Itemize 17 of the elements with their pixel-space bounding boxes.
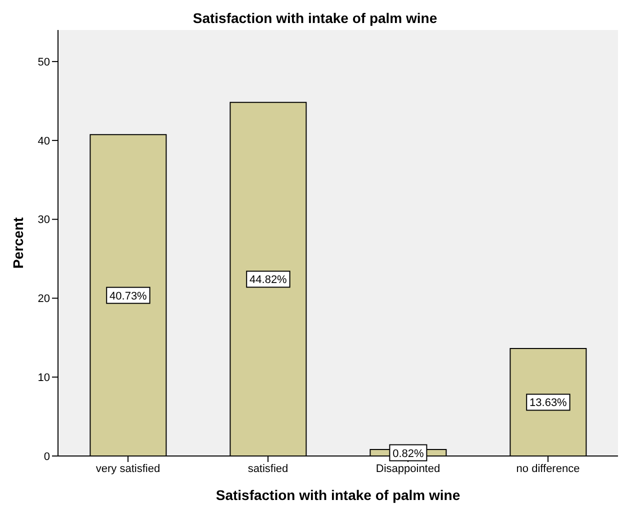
data-label: 44.82% <box>250 274 288 286</box>
chart-title: Satisfaction with intake of palm wine <box>192 9 438 28</box>
y-tick-label: 0 <box>44 450 50 463</box>
data-label: 0.82% <box>392 448 424 460</box>
data-label: 13.63% <box>530 397 568 410</box>
y-tick-label: 50 <box>38 56 50 68</box>
y-tick-label: 30 <box>38 214 50 226</box>
x-tick-label: no difference <box>516 462 580 475</box>
data-label: 40.73% <box>110 290 148 302</box>
y-tick-label: 10 <box>38 372 50 384</box>
x-tick-label: satisfied <box>248 462 288 475</box>
y-axis-title: Percent <box>10 216 26 269</box>
x-tick-label: Disappointed <box>376 462 440 475</box>
y-tick-label: 40 <box>38 135 50 148</box>
y-tick-label: 20 <box>38 293 50 306</box>
x-tick-label: very satisfied <box>96 462 160 475</box>
x-axis-title: Satisfaction with intake of palm wine <box>216 487 460 503</box>
